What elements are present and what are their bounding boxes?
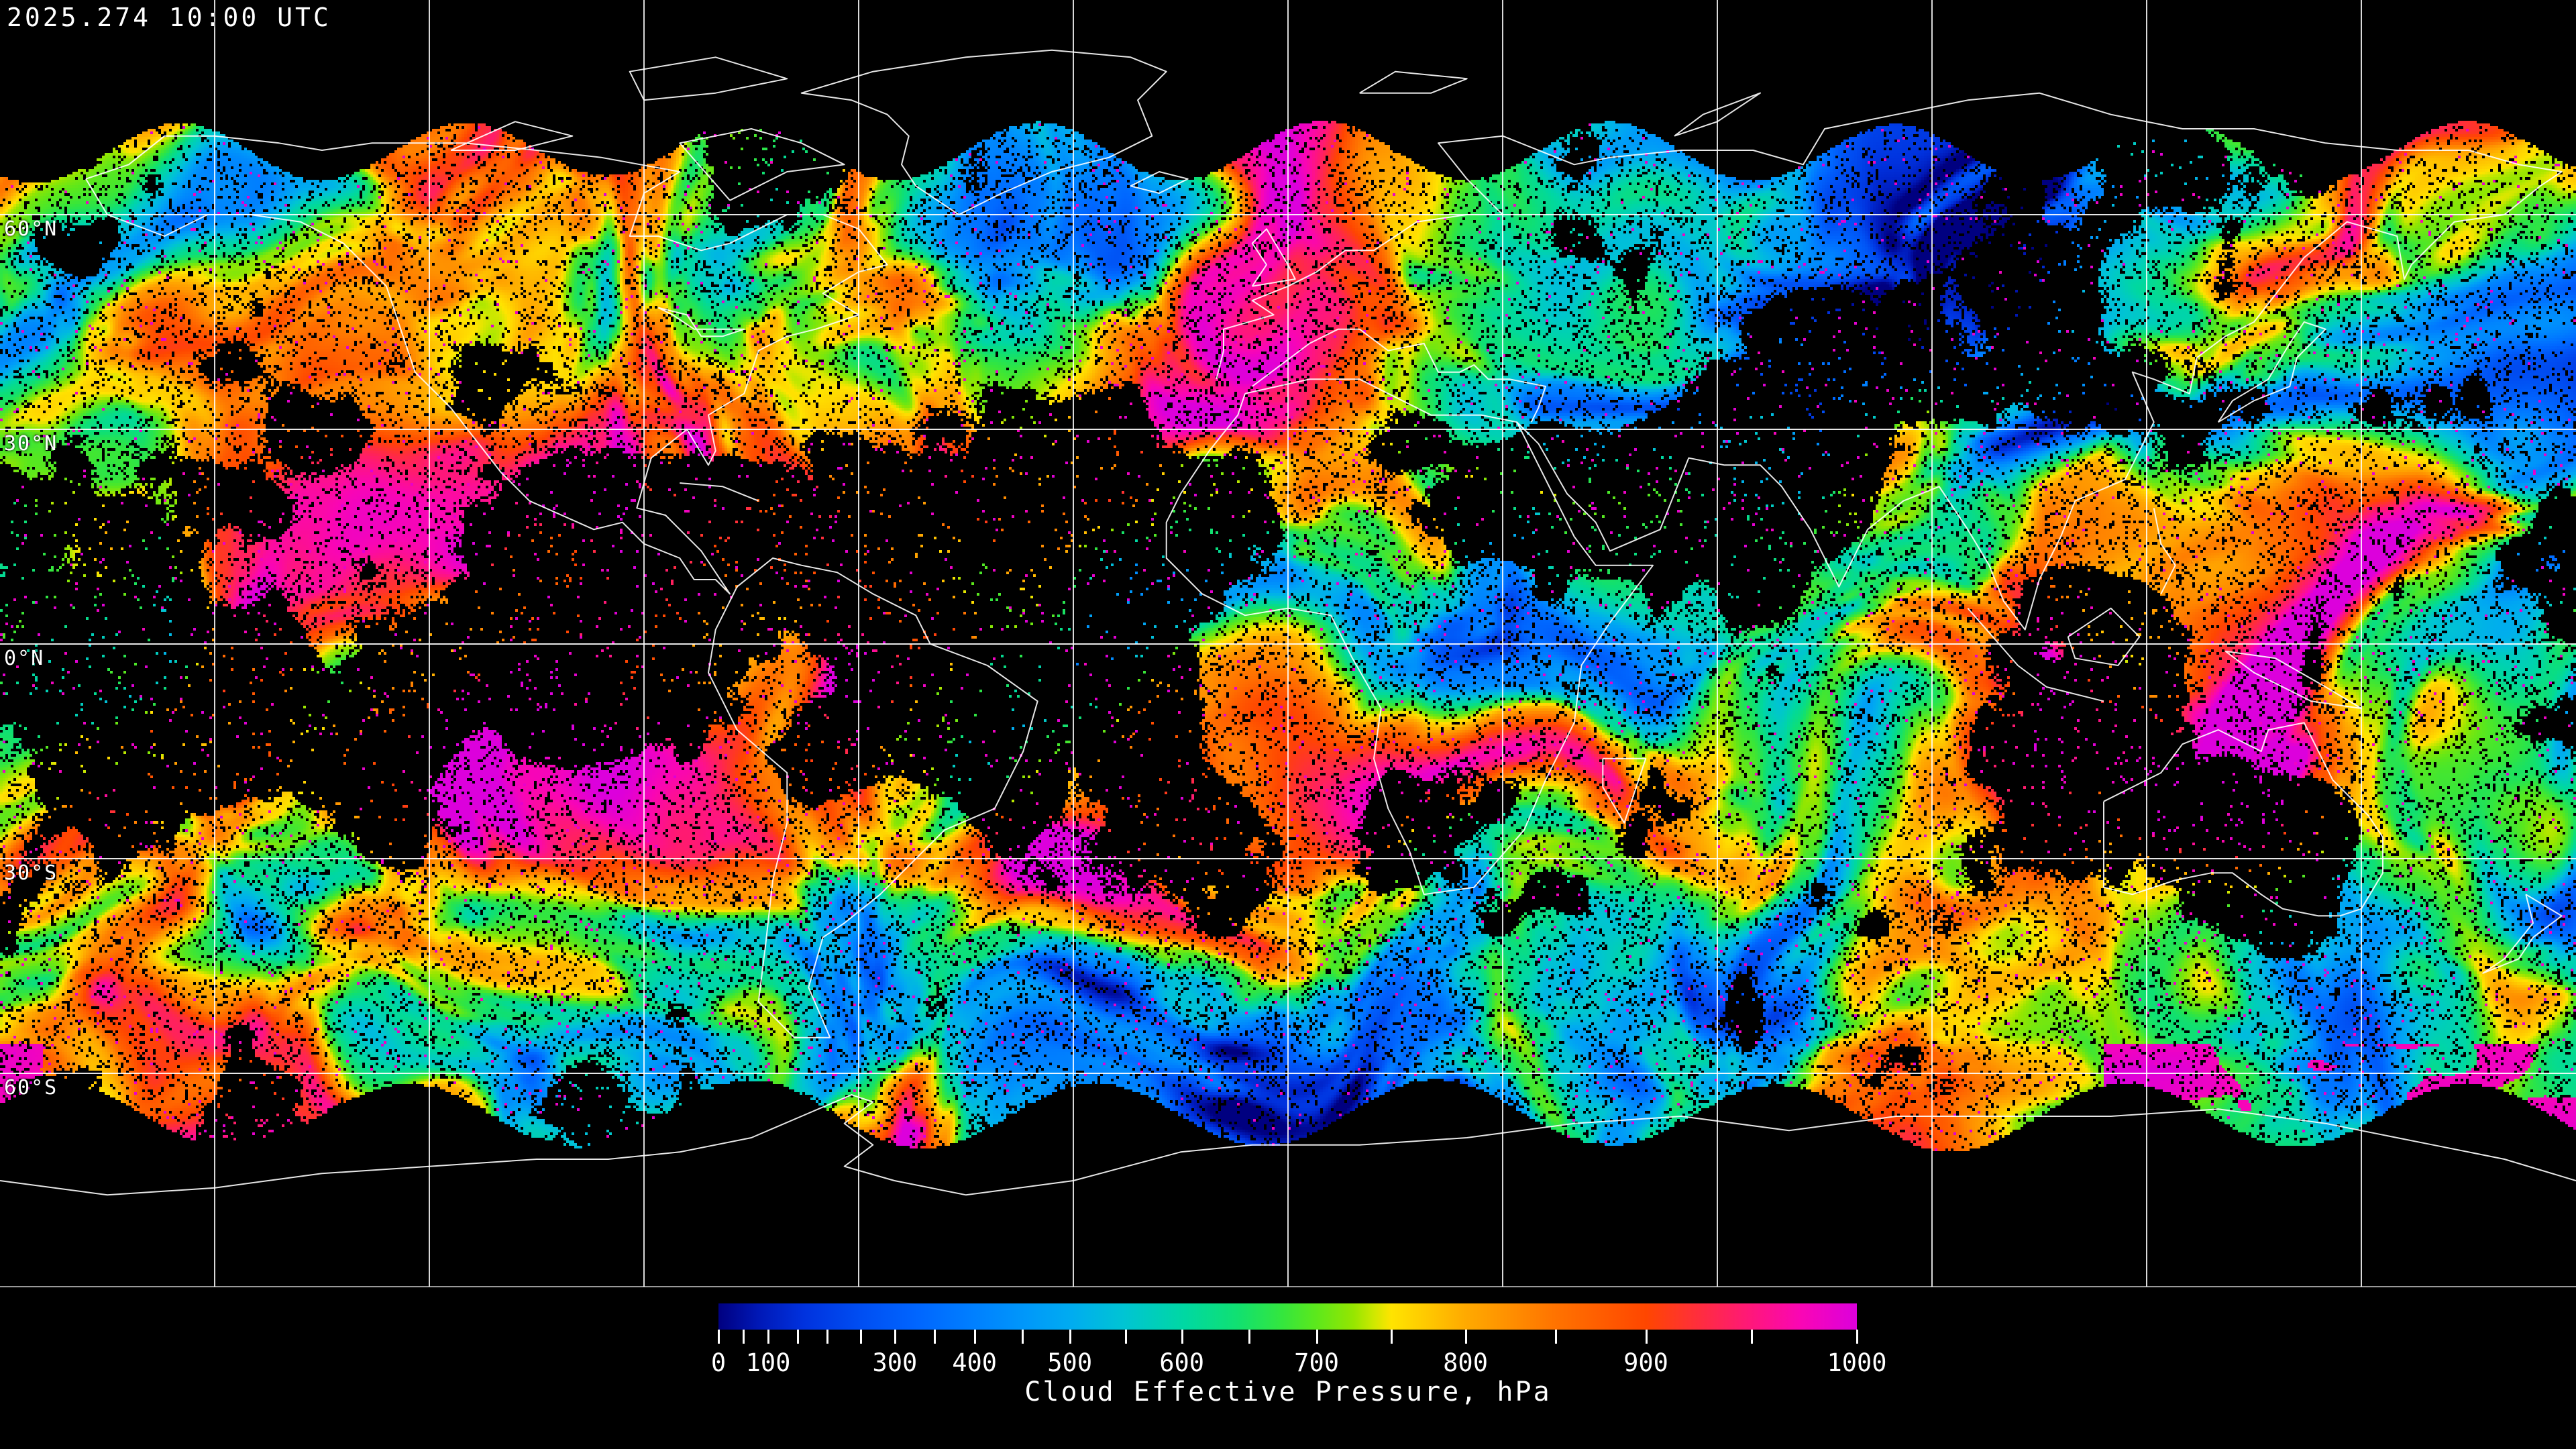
colorbar-tick	[1248, 1330, 1251, 1344]
colorbar-tick	[1390, 1330, 1393, 1344]
colorbar-title: Cloud Effective Pressure, hPa	[1024, 1377, 1552, 1407]
coastline	[2153, 508, 2176, 594]
colorbar-tick	[1069, 1330, 1071, 1344]
coastline	[1165, 378, 1654, 896]
colorbar-tick-label: 900	[1623, 1348, 1668, 1377]
coastline	[1130, 171, 1189, 194]
coastline	[2103, 722, 2383, 917]
colorbar-gradient-bar	[718, 1303, 1857, 1330]
colorbar-tick-label: 300	[872, 1348, 918, 1377]
colorbar-tick	[860, 1330, 863, 1344]
colorbar-tick-label: 500	[1047, 1348, 1093, 1377]
latitude-label-60n: 60°N	[4, 217, 58, 241]
colorbar-tick	[1181, 1330, 1183, 1344]
coastline	[0, 1094, 2576, 1196]
coastline	[1252, 328, 1546, 423]
coastline	[450, 121, 574, 151]
colorbar-tick	[934, 1330, 936, 1344]
colorbar-tick	[742, 1330, 745, 1344]
colorbar-tick	[1464, 1330, 1467, 1344]
colorbar-tick	[1125, 1330, 1128, 1344]
coastline	[1216, 92, 2563, 631]
coastline	[1602, 757, 1647, 824]
coastline	[629, 56, 788, 101]
colorbar-tick	[767, 1330, 769, 1344]
coastline	[679, 128, 845, 201]
coastline	[708, 557, 1038, 1038]
coastline	[1967, 608, 2104, 702]
colorbar-tick	[894, 1330, 896, 1344]
colorbar-tick	[1316, 1330, 1318, 1344]
coastline	[680, 482, 759, 502]
coastline	[657, 307, 745, 337]
latitude-label-30s: 30°S	[4, 861, 58, 885]
latitude-label-30n: 30°N	[4, 432, 58, 455]
colorbar-tick-label: 700	[1294, 1348, 1339, 1377]
colorbar-tick	[1750, 1330, 1753, 1344]
colorbar-tick	[1555, 1330, 1558, 1344]
colorbar-tick	[1645, 1330, 1648, 1344]
coastline	[1359, 70, 1468, 94]
colorbar-tick	[1021, 1330, 1024, 1344]
colorbar-tick-label: 800	[1443, 1348, 1488, 1377]
graticule-coastline-overlay	[0, 0, 2576, 1287]
colorbar-tick-label: 100	[745, 1348, 791, 1377]
colorbar-tick-label: 400	[952, 1348, 998, 1377]
coastline	[2067, 607, 2141, 666]
colorbar-tick	[718, 1330, 720, 1344]
colorbar-tick-label: 1000	[1827, 1348, 1887, 1377]
colorbar-tick	[973, 1330, 976, 1344]
coastline	[1674, 92, 1761, 137]
timestamp-label: 2025.274 10:00 UTC	[7, 3, 331, 32]
latitude-label-60s: 60°S	[4, 1076, 58, 1099]
colorbar-tick-label: 600	[1159, 1348, 1205, 1377]
latitude-label-0n: 0°N	[4, 647, 45, 670]
coastline	[2217, 321, 2326, 423]
coastline	[85, 135, 888, 595]
coastline	[1251, 228, 1296, 287]
coastline	[2482, 894, 2563, 974]
coastline	[2224, 650, 2362, 709]
colorbar-tick-label: 0	[710, 1348, 727, 1377]
coastline	[800, 49, 1167, 215]
colorbar-tick	[796, 1330, 799, 1344]
colorbar-tick	[1856, 1330, 1858, 1344]
colorbar-tick	[826, 1330, 828, 1344]
